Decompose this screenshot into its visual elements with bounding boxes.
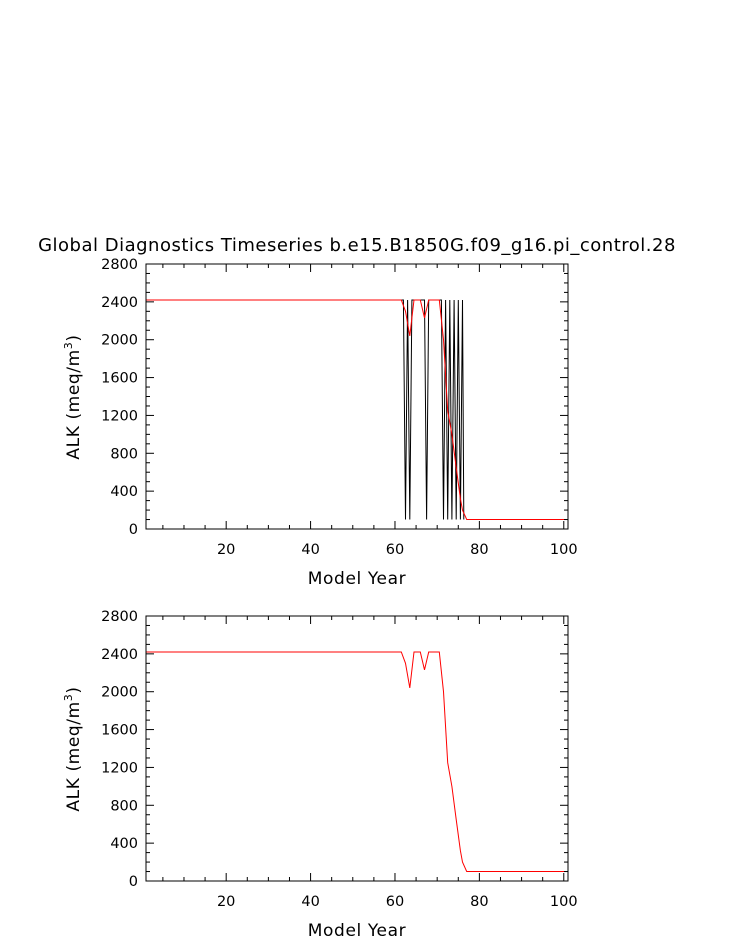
x-tick-label: 100 [550,542,578,558]
y-tick-label: 1200 [101,760,138,776]
y-tick-label: 2400 [101,295,138,311]
top-x-axis-label: Model Year [308,569,406,589]
x-tick-label: 60 [386,894,404,910]
chart-title: Global Diagnostics Timeseries b.e15.B185… [38,235,676,256]
bottom-y-axis-label-end: ) [64,686,84,693]
y-tick-label: 2800 [101,257,138,273]
x-tick-label: 100 [550,894,578,910]
bottom-y-axis-label: ALK (meq/m3) [62,686,84,811]
y-tick-label: 2000 [101,685,138,701]
top-panel-axes: 20 40 60 80 100 0 400 800 1200 1600 2000 2400 2800 [101,257,578,558]
y-tick-label: 1200 [101,408,138,424]
y-tick-label: 2800 [101,609,138,625]
series-line-0 [146,651,566,872]
y-tick-label: 400 [110,484,138,500]
series-line-1 [146,299,566,520]
top-y-axis-label: ALK (meq/m3) [62,334,84,459]
y-tick-label: 2000 [101,333,138,349]
bottom-x-axis-label: Model Year [308,921,406,941]
y-tick-label: 800 [110,446,138,462]
series-line-0 [146,299,465,520]
y-tick-label: 1600 [101,723,138,739]
y-tick-label: 0 [129,522,138,538]
x-tick-label: 40 [301,894,319,910]
bottom-y-axis-label-main: ALK (meq/m [64,701,84,811]
y-tick-label: 1600 [101,371,138,387]
x-tick-label: 80 [470,894,488,910]
x-tick-label: 20 [217,894,235,910]
y-tick-label: 800 [110,798,138,814]
top-y-axis-label-main: ALK (meq/m [64,349,84,459]
y-tick-label: 2400 [101,647,138,663]
x-tick-label: 20 [217,542,235,558]
top-panel-marks [146,299,566,520]
x-tick-label: 60 [386,542,404,558]
bottom-y-axis-label-superscript: 3 [62,694,75,702]
top-y-axis-label-superscript: 3 [62,342,75,350]
y-tick-label: 400 [110,836,138,852]
top-panel: Global Diagnostics Timeseries b.e15.B185… [38,235,676,589]
bottom-panel: 20 40 60 80 100 0 400 800 1200 1600 2000 2400 2800 M… [62,609,578,941]
bottom-panel-axes: 20 40 60 80 100 0 400 800 1200 1600 2000 2400 2800 [101,609,578,910]
y-tick-label: 0 [129,874,138,890]
x-tick-label: 40 [301,542,319,558]
bottom-panel-marks [146,651,566,872]
top-y-axis-label-end: ) [64,334,84,341]
x-tick-label: 80 [470,542,488,558]
